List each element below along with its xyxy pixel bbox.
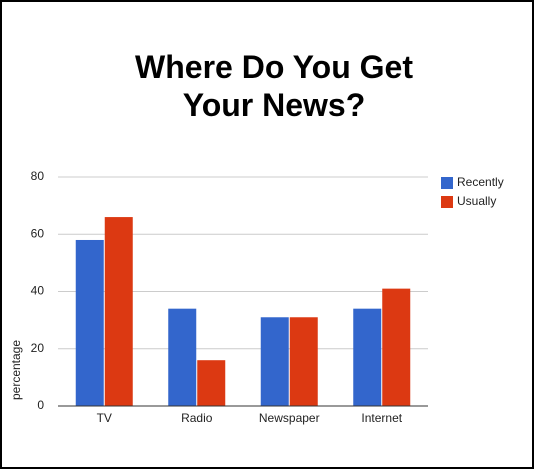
bar	[197, 360, 226, 406]
y-tick-label: 60	[31, 226, 45, 240]
bar	[104, 217, 133, 406]
legend-swatch	[441, 196, 453, 208]
legend-swatch	[441, 177, 453, 189]
bar	[260, 317, 289, 406]
bar	[75, 239, 104, 406]
bar	[353, 308, 382, 406]
x-tick-label: Newspaper	[259, 411, 320, 425]
x-tick-label: TV	[97, 411, 112, 425]
bar	[382, 288, 411, 406]
y-axis-label: percentage	[9, 340, 23, 400]
y-tick-label: 80	[31, 169, 45, 183]
bar	[289, 317, 318, 406]
legend-label: Recently	[457, 175, 504, 189]
chart-title: Where Do You Get Your News?	[135, 49, 413, 123]
y-tick-label: 20	[31, 341, 45, 355]
y-tick-label: 40	[31, 284, 45, 298]
legend-label: Usually	[457, 194, 496, 208]
y-tick-label: 0	[37, 398, 44, 412]
bar	[168, 308, 197, 406]
x-tick-label: Internet	[361, 411, 402, 425]
x-tick-label: Radio	[181, 411, 213, 425]
